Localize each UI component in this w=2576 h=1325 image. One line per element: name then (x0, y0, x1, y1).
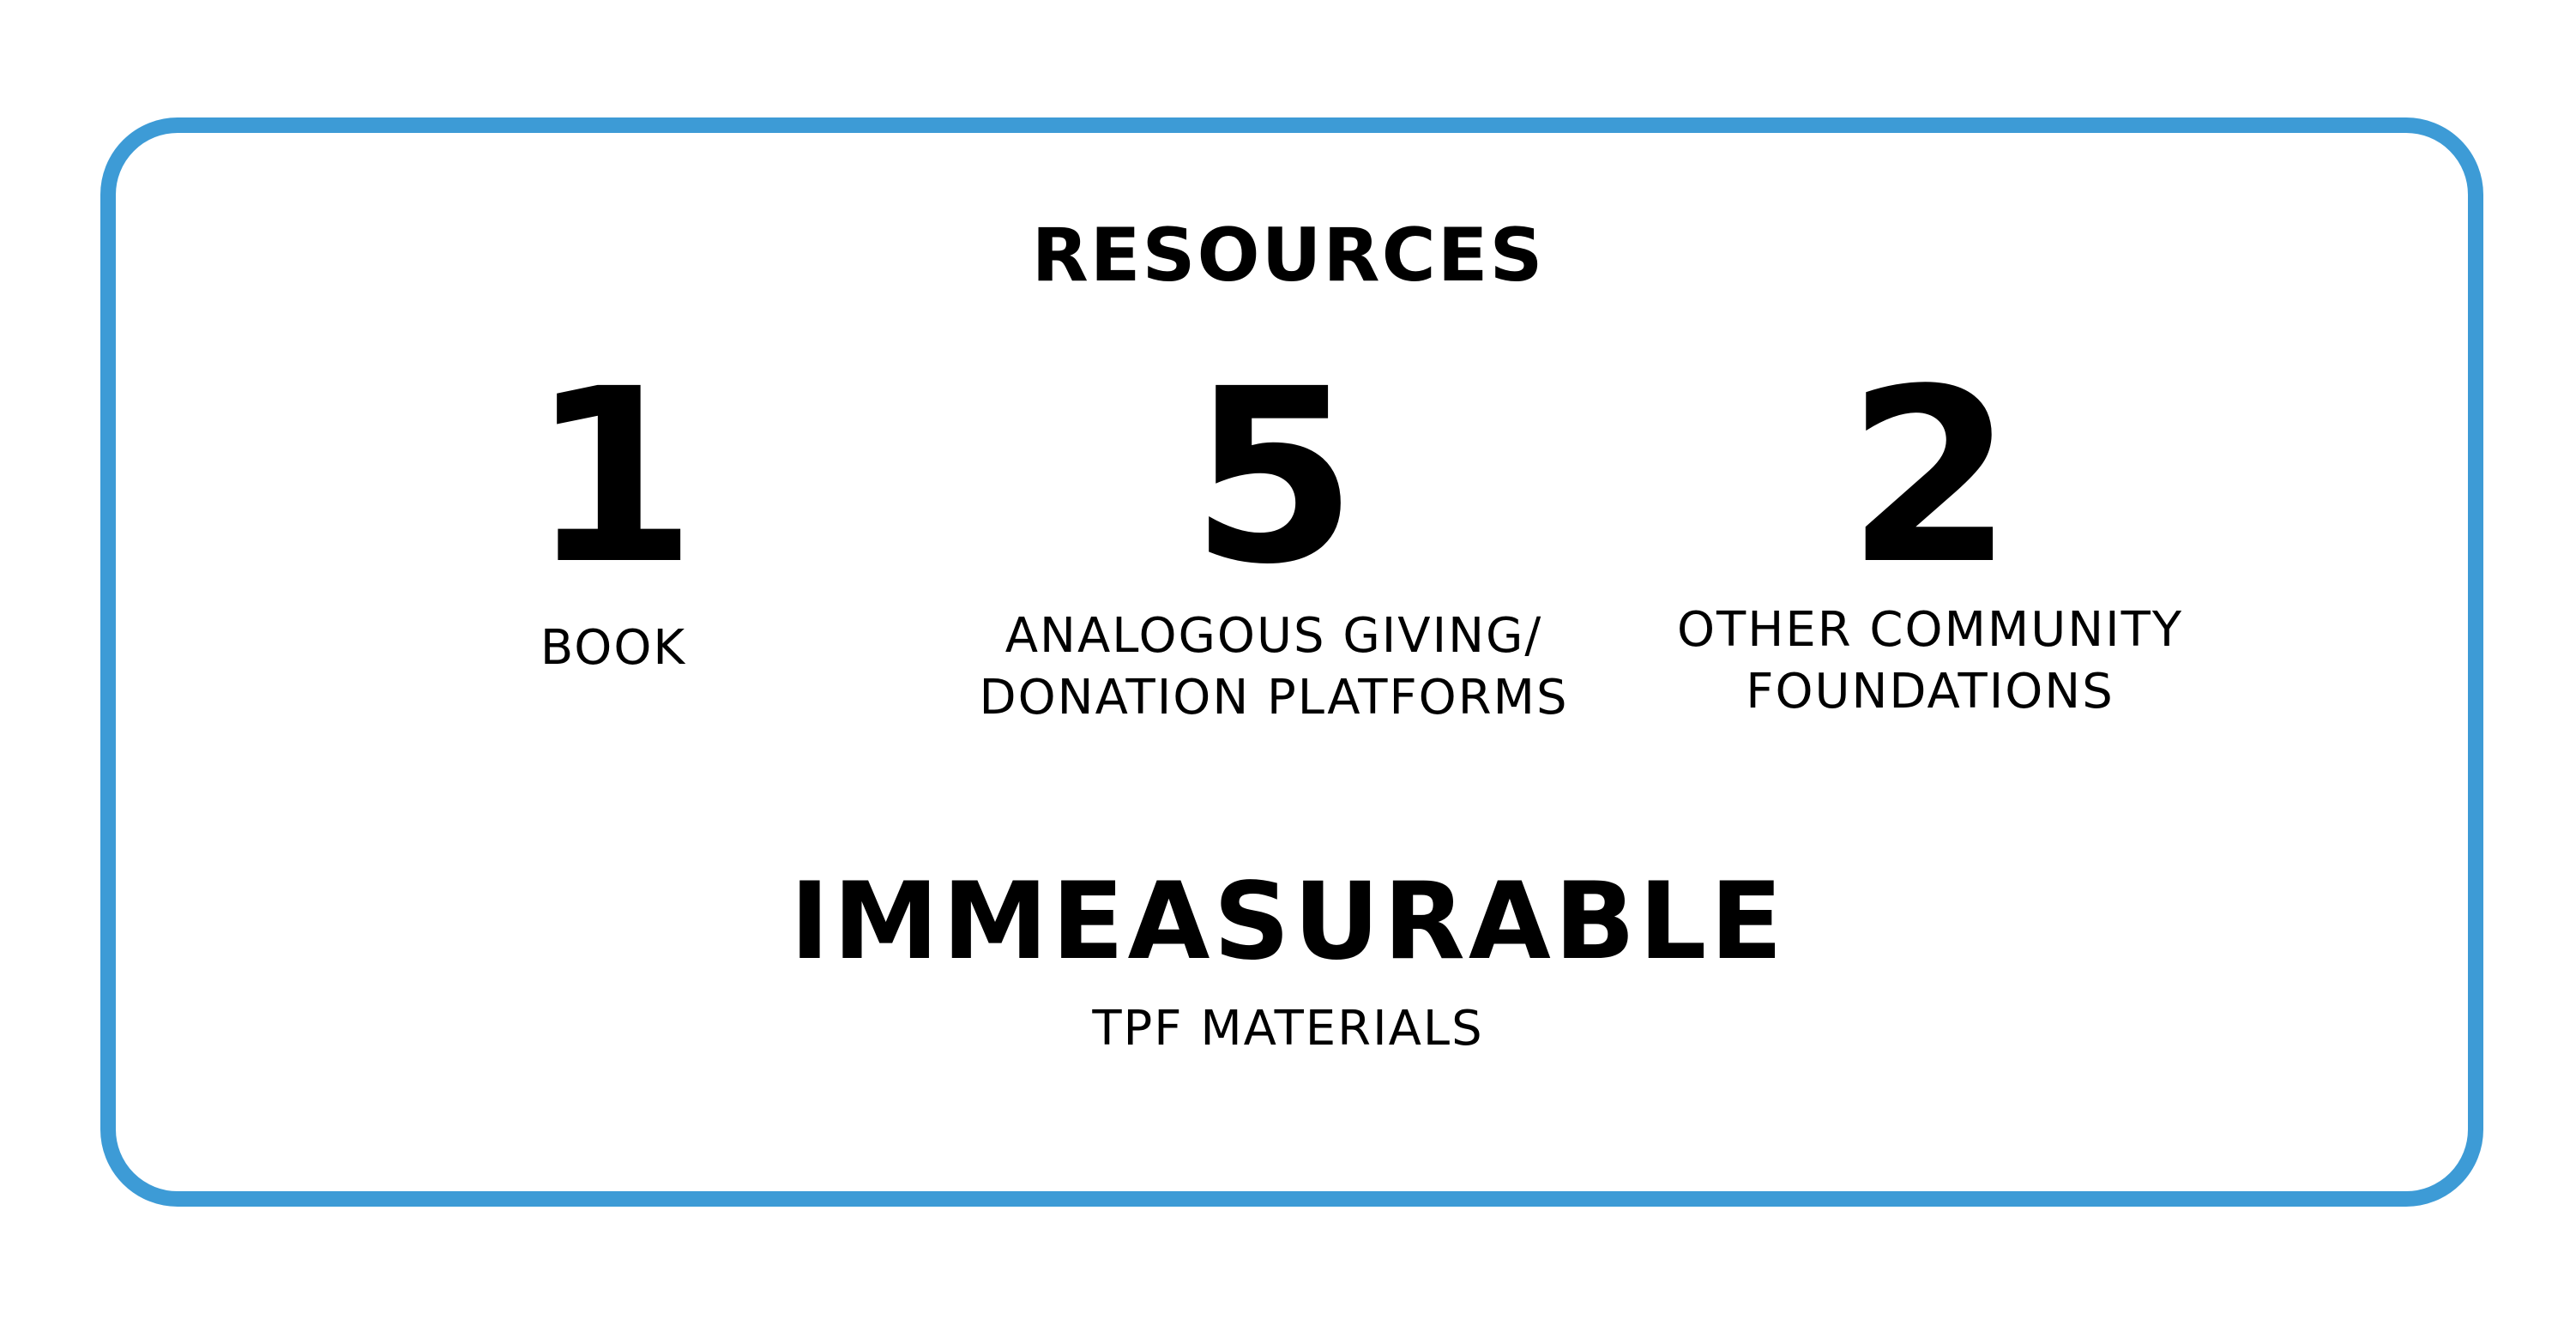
stat-book: 1 BOOK (227, 338, 999, 679)
resources-card (100, 117, 2483, 1207)
stat-label-line: BOOK (540, 620, 687, 676)
stat-label: OTHER COMMUNITY FOUNDATIONS (1544, 599, 2316, 723)
stat-label-line: ANALOGOUS GIVING/ (1004, 608, 1543, 664)
resources-heading: RESOURCES (1031, 213, 1545, 298)
stat-label: BOOK (227, 617, 999, 679)
stat-label-line: FOUNDATIONS (1746, 664, 2114, 720)
stat-community-foundations: 2 OTHER COMMUNITY FOUNDATIONS (1544, 338, 2316, 723)
stat-number: 1 (529, 338, 697, 617)
stat-number: 2 (1846, 338, 2014, 617)
stat-number: 5 (1190, 338, 1358, 617)
stat-label-line: DONATION PLATFORMS (979, 670, 1569, 726)
stat-label-line: OTHER COMMUNITY (1676, 602, 2184, 658)
stat-donation-platforms: 5 ANALOGOUS GIVING/ DONATION PLATFORMS (888, 338, 1660, 729)
tpf-materials-label: TPF MATERIALS (1092, 1001, 1484, 1057)
immeasurable-value: IMMEASURABLE (789, 860, 1787, 984)
stat-label: ANALOGOUS GIVING/ DONATION PLATFORMS (888, 605, 1660, 729)
